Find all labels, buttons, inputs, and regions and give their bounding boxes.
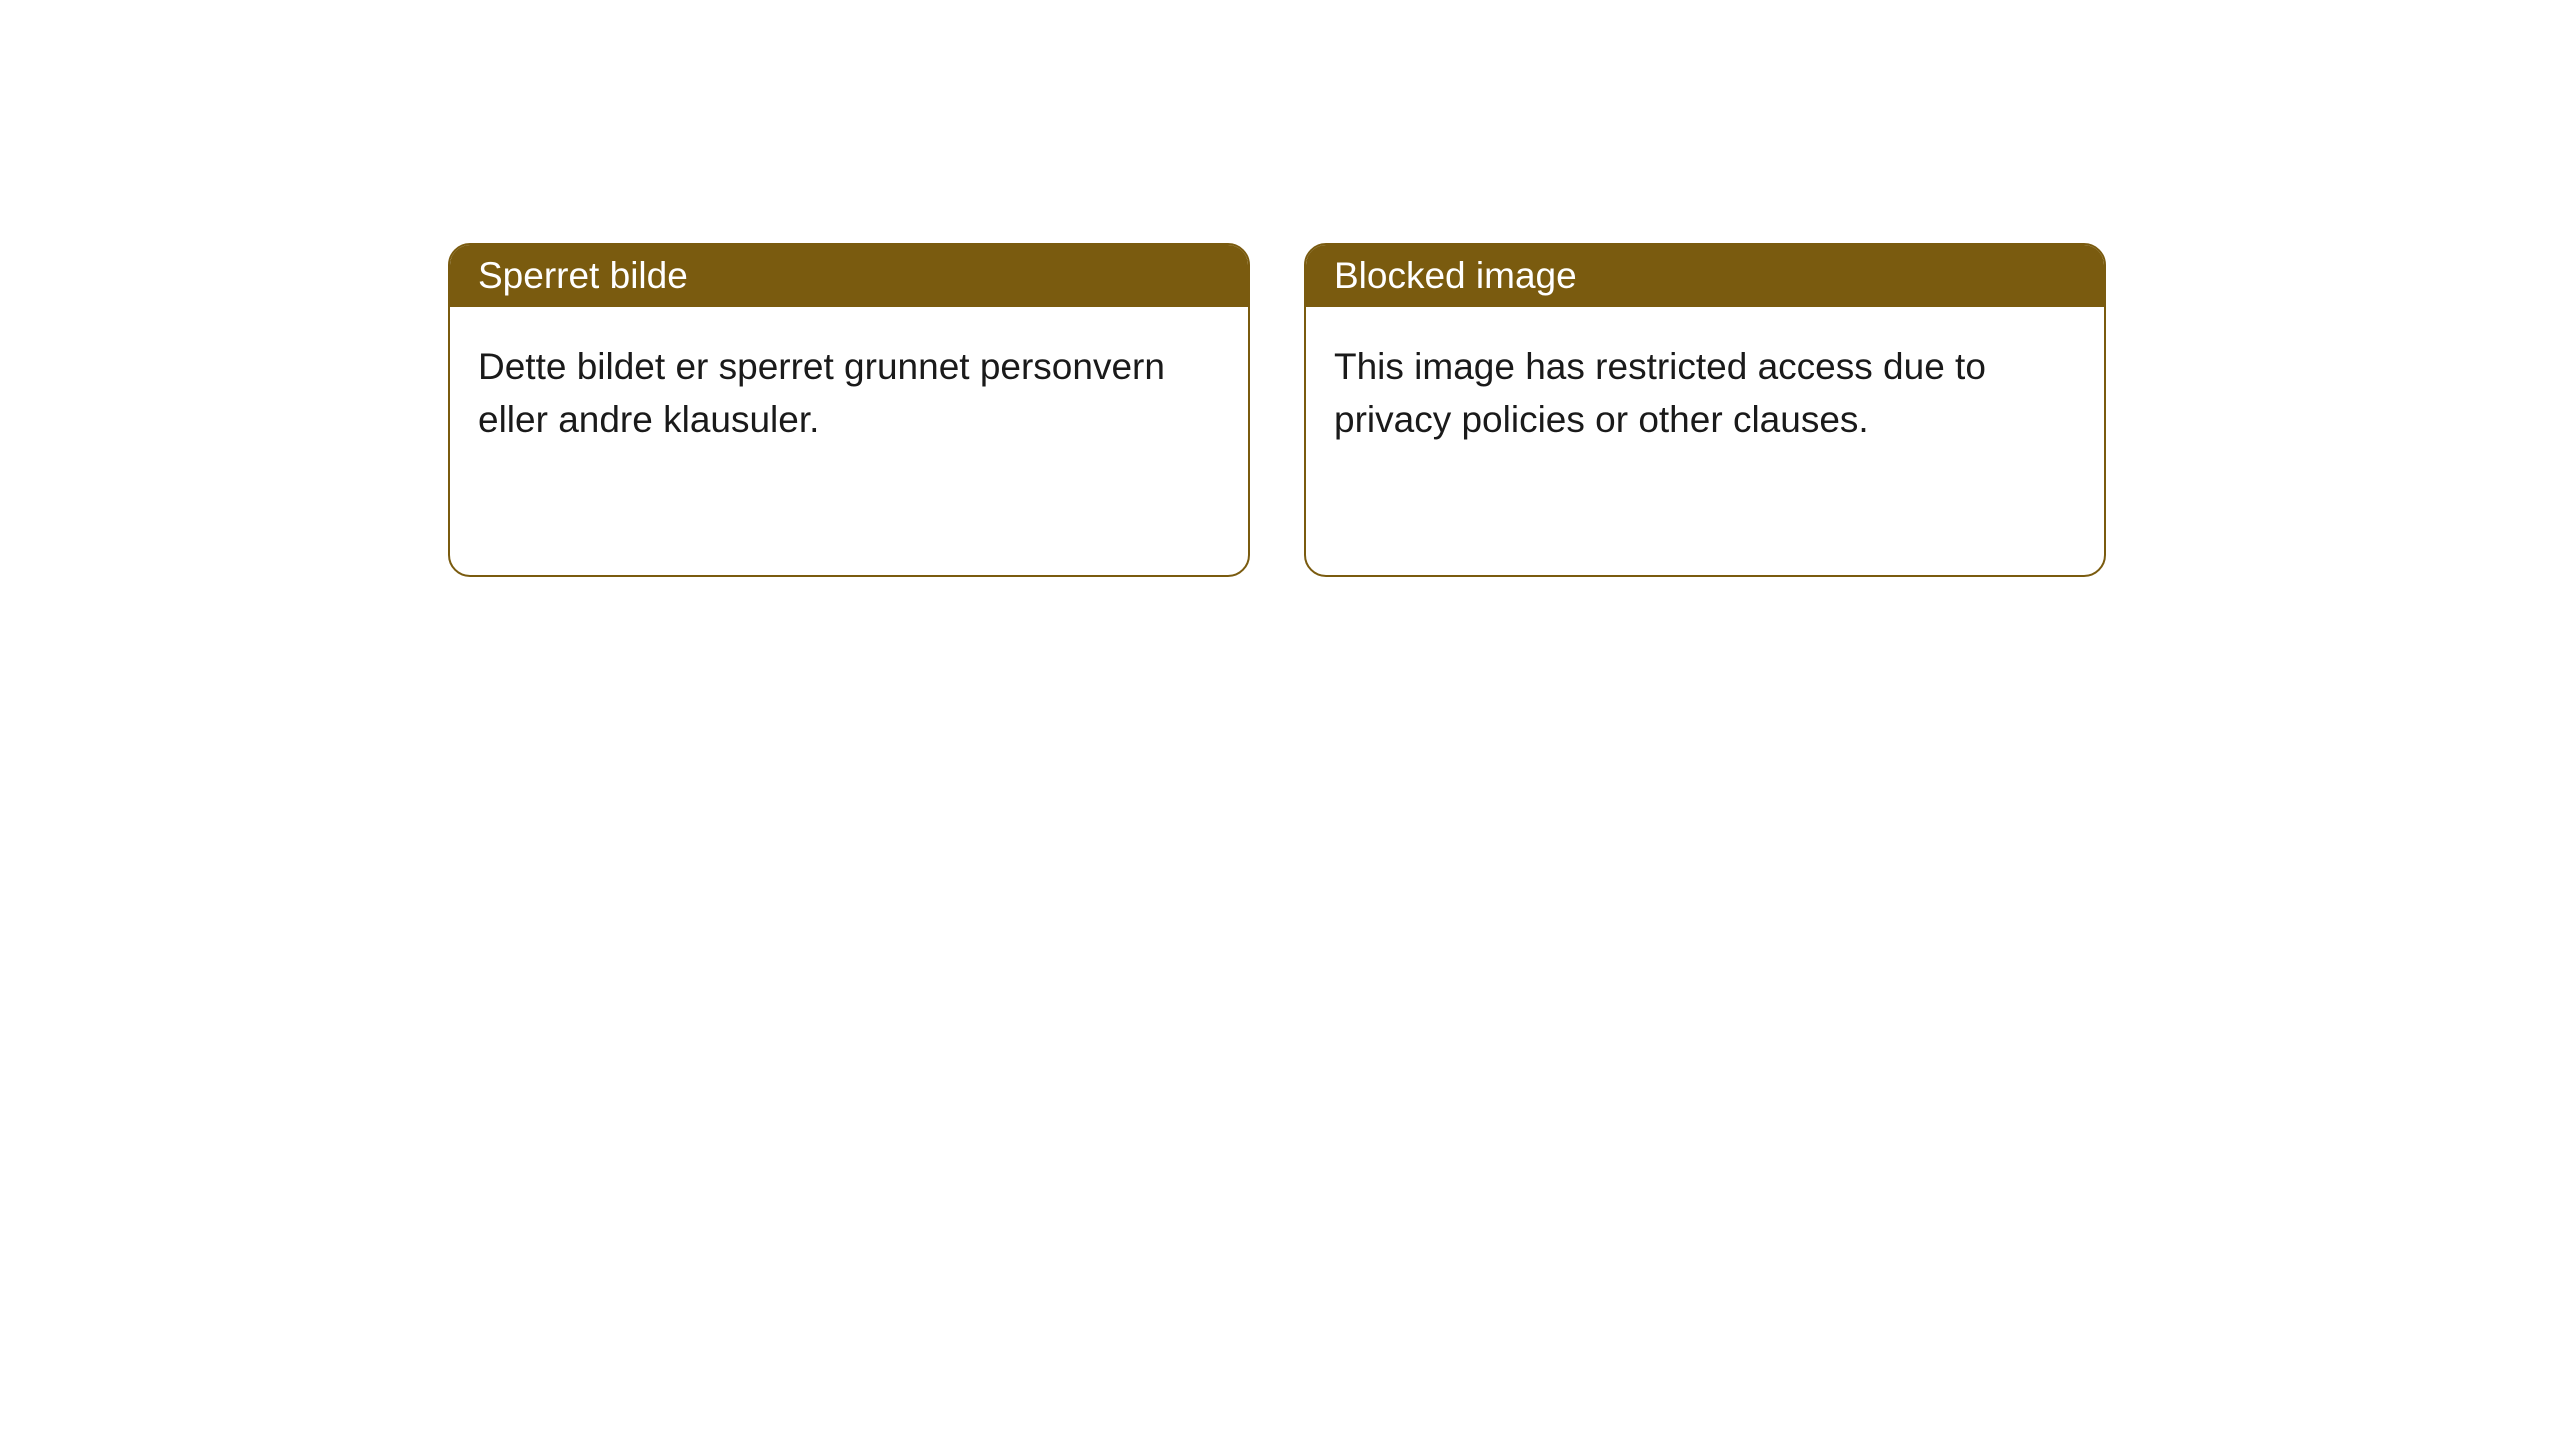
card-header: Sperret bilde (450, 245, 1248, 307)
card-title: Blocked image (1334, 255, 1577, 296)
blocked-image-card-en: Blocked image This image has restricted … (1304, 243, 2106, 577)
card-body: This image has restricted access due to … (1306, 307, 2104, 480)
blocked-image-card-no: Sperret bilde Dette bildet er sperret gr… (448, 243, 1250, 577)
card-body-text: This image has restricted access due to … (1334, 346, 1986, 440)
notice-cards-container: Sperret bilde Dette bildet er sperret gr… (448, 243, 2106, 577)
card-title: Sperret bilde (478, 255, 688, 296)
card-body-text: Dette bildet er sperret grunnet personve… (478, 346, 1165, 440)
card-header: Blocked image (1306, 245, 2104, 307)
card-body: Dette bildet er sperret grunnet personve… (450, 307, 1248, 480)
